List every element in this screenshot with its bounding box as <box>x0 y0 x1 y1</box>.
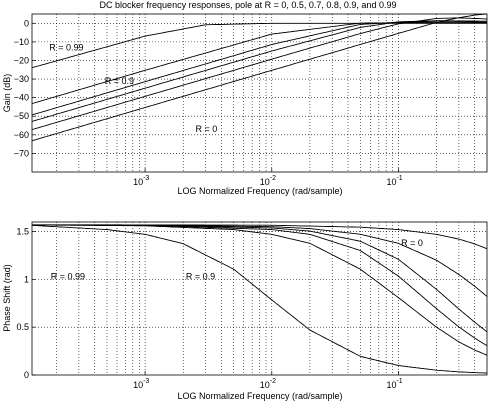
series-annotation: R = 0.9 <box>105 76 134 86</box>
y-tick-label: −50 <box>14 111 29 121</box>
series-line-r-0-9 <box>31 22 487 105</box>
phase-plot-frame <box>31 221 488 376</box>
series-line-r-0-7 <box>31 20 487 122</box>
series-line-r-0-9 <box>32 224 488 356</box>
x-tick-exponent: -1 <box>396 378 402 385</box>
y-tick-label: −30 <box>14 74 29 84</box>
gain-x-axis-label: LOG Normalized Frequency (rad/sample) <box>177 186 342 196</box>
phase-y-axis-label: Phase Shift (rad) <box>2 264 12 332</box>
phase-series-lines <box>31 224 488 374</box>
y-tick-label: 1.5 <box>16 227 29 237</box>
x-tick-label: 10 <box>386 380 396 390</box>
y-tick-label: 0.5 <box>16 322 29 332</box>
phase-grid <box>32 222 487 375</box>
y-tick-label: 1 <box>24 274 29 284</box>
x-tick-label: 10 <box>386 177 396 187</box>
x-tick-exponent: -2 <box>270 175 276 182</box>
phase-tick-labels: 00.511.510 -3 10 -2 10 -1 <box>16 227 402 390</box>
gain-grid <box>32 14 487 172</box>
series-annotation: R = 0.99 <box>51 272 85 282</box>
x-tick-label: 10 <box>260 380 270 390</box>
x-tick-exponent: -3 <box>143 378 149 385</box>
x-tick-exponent: -2 <box>270 378 276 385</box>
gain-annotations: R = 0.99 R = 0.9 R = 0 <box>49 42 217 134</box>
y-tick-label: 0 <box>24 18 29 28</box>
x-tick-label: 10 <box>133 380 143 390</box>
gain-y-axis-label: Gain (dB) <box>2 74 12 113</box>
y-tick-label: −60 <box>14 130 29 140</box>
x-tick-label: 10 <box>260 177 270 187</box>
series-line-r-0-99 <box>31 22 487 69</box>
figure-title: DC blocker frequency responses, pole at … <box>100 0 397 10</box>
y-tick-label: 0 <box>24 370 29 380</box>
series-annotation: R = 0 <box>401 238 423 248</box>
x-tick-exponent: -1 <box>396 175 402 182</box>
y-tick-label: −10 <box>14 37 29 47</box>
gain-series-lines <box>31 13 488 142</box>
phase-panel: 00.511.510 -3 10 -2 10 -1 R = 0R = 0.99 R = 0.… <box>2 221 488 401</box>
phase-annotations: R = 0 R = 0.99 R = 0.9 <box>51 238 423 281</box>
series-line-r-0-8 <box>31 21 488 116</box>
y-tick-label: −40 <box>14 93 29 103</box>
gain-plot-frame <box>31 13 488 173</box>
x-tick-exponent: -3 <box>143 175 149 182</box>
series-line-r-0-99 <box>31 224 488 374</box>
series-line-r-0 <box>31 13 487 142</box>
y-tick-label: −20 <box>14 55 29 65</box>
series-annotation: R = 0 <box>196 124 218 134</box>
y-tick-label: −70 <box>14 148 29 158</box>
x-tick-label: 10 <box>133 177 143 187</box>
phase-x-axis-label: LOG Normalized Frequency (rad/sample) <box>177 391 342 401</box>
series-annotation: R = 0.9 <box>186 272 215 282</box>
series-annotation: R = 0.99 <box>49 42 83 52</box>
